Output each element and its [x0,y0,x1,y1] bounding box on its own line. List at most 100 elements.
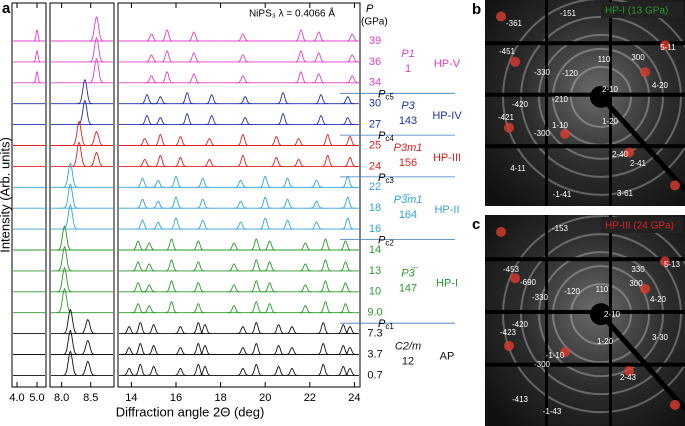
space-group: P3m1 [394,142,423,154]
pressure-label: 14 [369,244,381,256]
hkl-label: 4-20 [650,295,667,304]
hkl-label: 5-13 [664,260,681,269]
diamond-spot [510,273,520,284]
peak [153,154,168,167]
group-number: 143 [399,115,417,127]
pressure-label: 25 [369,139,381,151]
hkl-label: 1-20 [602,117,619,126]
peak [285,326,299,335]
transition-label: Pc5 [378,88,394,101]
peak [314,94,328,105]
peak [227,242,241,251]
peak [88,36,105,63]
peak [131,303,145,314]
peak [180,92,194,105]
peak [138,158,152,167]
peak [249,238,263,251]
ring [570,283,632,346]
hkl-label: 2-40 [612,150,629,159]
peak [70,141,88,167]
pressure-unit: (GPa) [361,17,388,28]
ring [552,265,650,364]
peak [169,217,183,230]
peak [338,261,353,272]
peak [173,346,188,355]
diffraction-image [485,0,685,206]
peak [238,96,252,105]
panel-c: HP-III (24 GPa) c -153 -453 5-13 -690 -330 -120… [472,215,685,426]
peak [76,78,94,105]
pressure-label: 34 [369,77,381,89]
peak [169,175,183,188]
diamond-spot [660,40,670,51]
ring [538,33,664,160]
peak [133,321,147,335]
peak [62,162,79,188]
peak [249,259,263,272]
panel-b: HP-I (13 GPa) b -361 -151 -451 -330 5-11 110 300… [472,0,685,206]
peak [196,177,210,188]
peak [234,179,248,188]
peak [343,346,357,355]
peak [258,196,272,209]
peak [280,198,295,209]
title-box [601,217,683,233]
group-number: 156 [399,157,417,169]
peak [191,363,205,376]
peak [338,240,353,251]
group-number: 1 [405,63,411,75]
hkl-label: -210 [552,95,569,104]
hkl-label: -423 [500,328,517,337]
peak [135,219,150,230]
peak [142,242,156,251]
peak [345,33,359,42]
peak [160,50,174,63]
pressure-label: 7.3 [367,328,382,340]
space-group: P3̅ [401,267,418,279]
peak [62,308,79,335]
hkl-label: -413 [512,395,529,404]
peak [151,179,165,188]
peak [164,238,179,251]
detector-gap [485,309,685,314]
peak [314,114,328,126]
peak [294,50,308,63]
pressure-label: 30 [369,98,381,110]
x-tick-label: 8.0 [54,392,69,404]
hkl-label: 1-20 [597,337,614,346]
peak [144,75,159,84]
ring [570,65,632,128]
peak [276,112,290,126]
x-tick-label: 20 [259,392,271,404]
peak [336,344,350,355]
phase-name: HP-IV [432,110,462,122]
phase-name: HP-II [434,204,459,216]
ring [538,251,664,378]
space-group: C2/m [395,340,421,352]
peak [316,363,330,376]
title-box [601,2,683,18]
diamond-spot [640,67,650,78]
peak [341,175,355,188]
diamond-spot [496,226,506,237]
peak [271,365,286,376]
peak [153,96,168,105]
peak [249,280,263,293]
peak [160,71,174,84]
peak [285,367,299,376]
hkl-label: 110 [598,55,611,64]
peak [79,339,96,355]
peak [62,350,79,376]
pressure-label: 27 [369,119,381,131]
hkl-label: -361 [506,19,523,28]
hkl-label: 330 [631,265,645,274]
peak [343,156,357,167]
diamond-spot [624,147,634,158]
peak [249,321,263,335]
peak [236,367,250,376]
hkl-label: 2-43 [620,373,637,382]
ring [502,215,685,414]
detector-gap [485,92,685,97]
peak [88,130,105,146]
